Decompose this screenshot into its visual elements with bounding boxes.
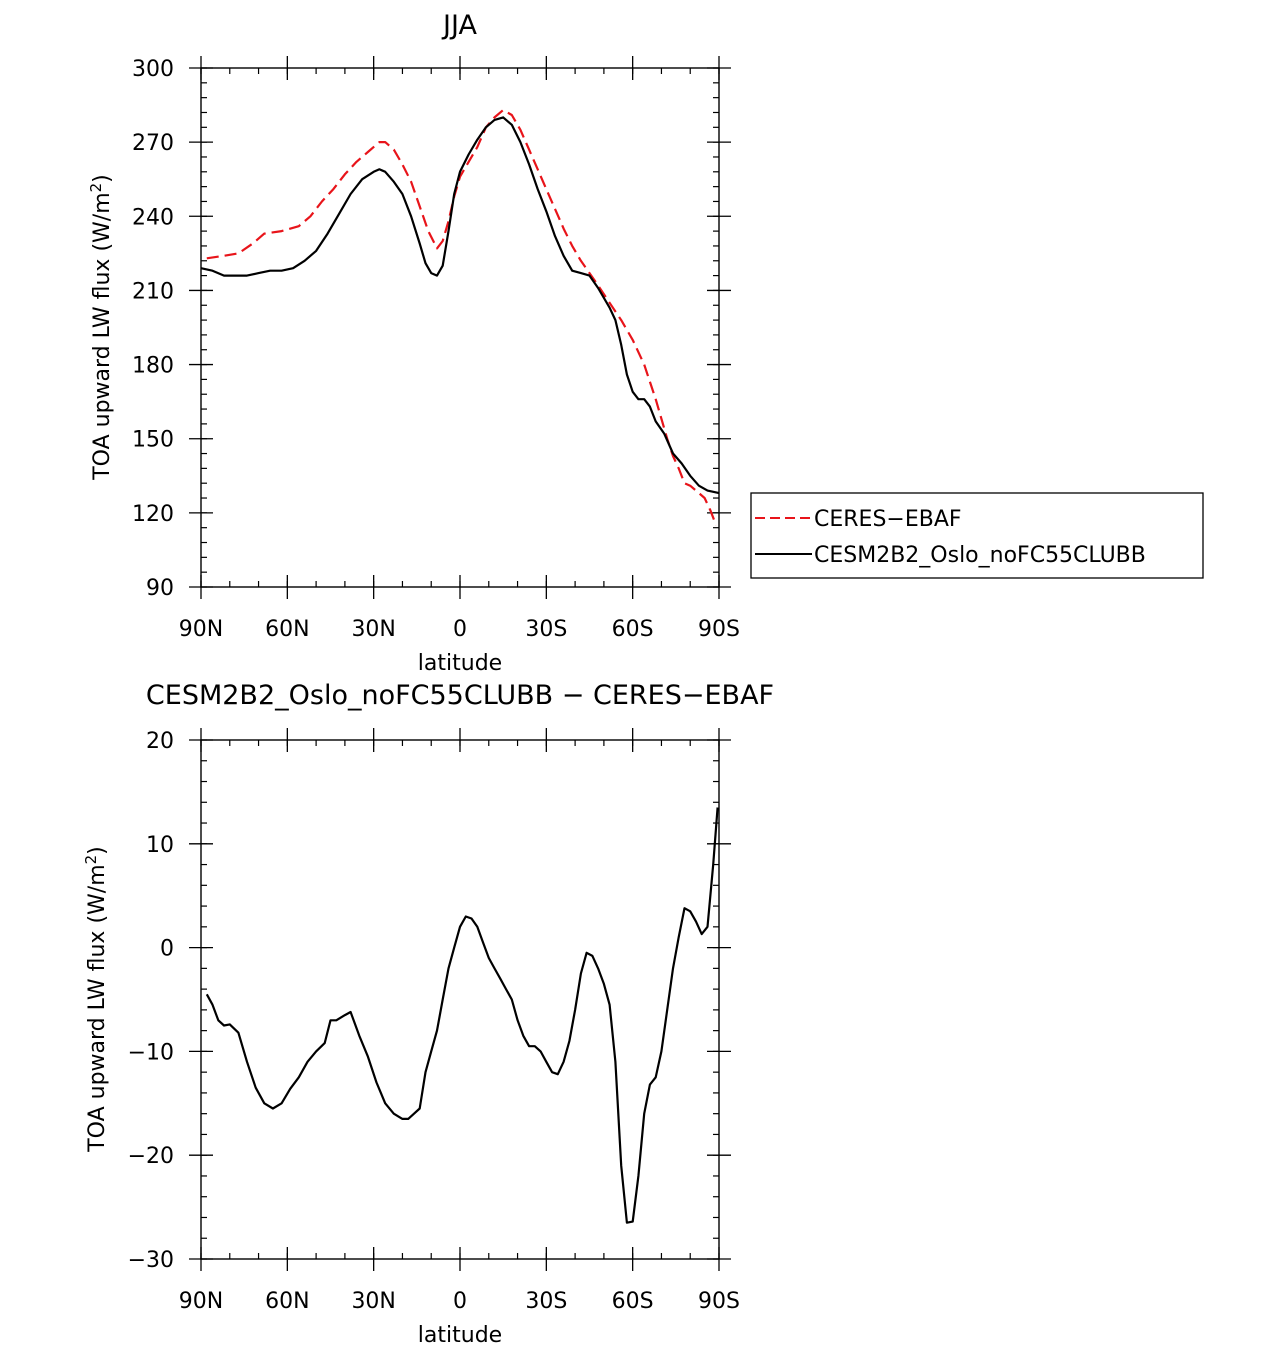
top-y-tick-label: 150: [132, 428, 174, 453]
top-y-tick-label: 300: [132, 57, 174, 82]
top-y-tick-label: 90: [146, 576, 174, 601]
bottom-y-label-close: ): [85, 846, 110, 855]
top-y-axis-label: TOA upward LW flux (W/m2): [87, 174, 115, 481]
bottom-y-tick-label: −20: [128, 1144, 174, 1169]
top-x-axis-label: latitude: [418, 651, 502, 676]
legend-label-cesm: CESM2B2_Oslo_noFC55CLUBB: [814, 543, 1146, 568]
bottom-y-tick-label: 10: [146, 833, 174, 858]
bottom-plot-area: 90N 60N 30N 0 30S 60S 90S −30 −20 −10 0 10 20: [128, 728, 740, 1314]
top-y-tick-label: 120: [132, 502, 174, 527]
bottom-x-tick-label: 60S: [612, 1289, 654, 1314]
bottom-x-tick-label: 90S: [698, 1289, 740, 1314]
top-y-label-superscript: 2: [87, 183, 105, 193]
top-x-tick-label: 60N: [265, 617, 309, 642]
top-x-tick-label: 90S: [698, 617, 740, 642]
top-x-tick-label: 60S: [612, 617, 654, 642]
top-y-tick-label: 240: [132, 205, 174, 230]
top-series-line-0: [206, 108, 718, 526]
bottom-plot-frame: [200, 739, 720, 1260]
bottom-y-axis-label: TOA upward LW flux (W/m2): [82, 846, 110, 1153]
bottom-y-tick-label: 20: [146, 729, 174, 754]
bottom-x-tick-label: 30S: [525, 1289, 567, 1314]
top-x-tick-label: 0: [453, 617, 467, 642]
top-x-tick-label: 30N: [351, 617, 395, 642]
top-y-tick-label: 270: [132, 131, 174, 156]
bottom-y-label-superscript: 2: [82, 855, 100, 865]
bottom-panel: CESM2B2_Oslo_noFC55CLUBB − CERES−EBAF 90…: [82, 680, 774, 1348]
bottom-y-tick-label: −30: [128, 1248, 174, 1273]
top-panel: JJA 90N 60N 30N 0 30S 60S 90S 90 120 150 180 210 240…: [87, 10, 1204, 676]
bottom-y-tick-label: −10: [128, 1040, 174, 1065]
top-y-label-main: TOA upward LW flux (W/m: [90, 192, 115, 480]
legend-box: [750, 492, 1204, 579]
top-x-tick-label: 30S: [525, 617, 567, 642]
top-y-tick-label: 180: [132, 354, 174, 379]
top-x-tick-label: 90N: [179, 617, 223, 642]
top-plot-area: 90N 60N 30N 0 30S 60S 90S 90 120 150 180 210 240 270 3…: [132, 56, 740, 642]
bottom-x-tick-label: 60N: [265, 1289, 309, 1314]
bottom-y-label-main: TOA upward LW flux (W/m: [85, 864, 110, 1152]
bottom-series-line-0: [205, 807, 719, 1224]
legend-label-ceres: CERES−EBAF: [814, 507, 962, 532]
bottom-x-tick-label: 0: [453, 1289, 467, 1314]
top-y-label-close: ): [90, 174, 115, 183]
bottom-x-tick-label: 30N: [351, 1289, 395, 1314]
bottom-chart-title: CESM2B2_Oslo_noFC55CLUBB − CERES−EBAF: [146, 680, 774, 711]
legend: CERES−EBAF CESM2B2_Oslo_noFC55CLUBB: [750, 492, 1204, 579]
bottom-x-tick-label: 90N: [179, 1289, 223, 1314]
bottom-x-axis-label: latitude: [418, 1323, 502, 1348]
top-chart-title: JJA: [441, 10, 477, 41]
top-series-line-1: [200, 116, 720, 495]
bottom-y-tick-label: 0: [160, 937, 174, 962]
top-plot-frame: [200, 67, 720, 588]
top-y-tick-label: 210: [132, 279, 174, 304]
